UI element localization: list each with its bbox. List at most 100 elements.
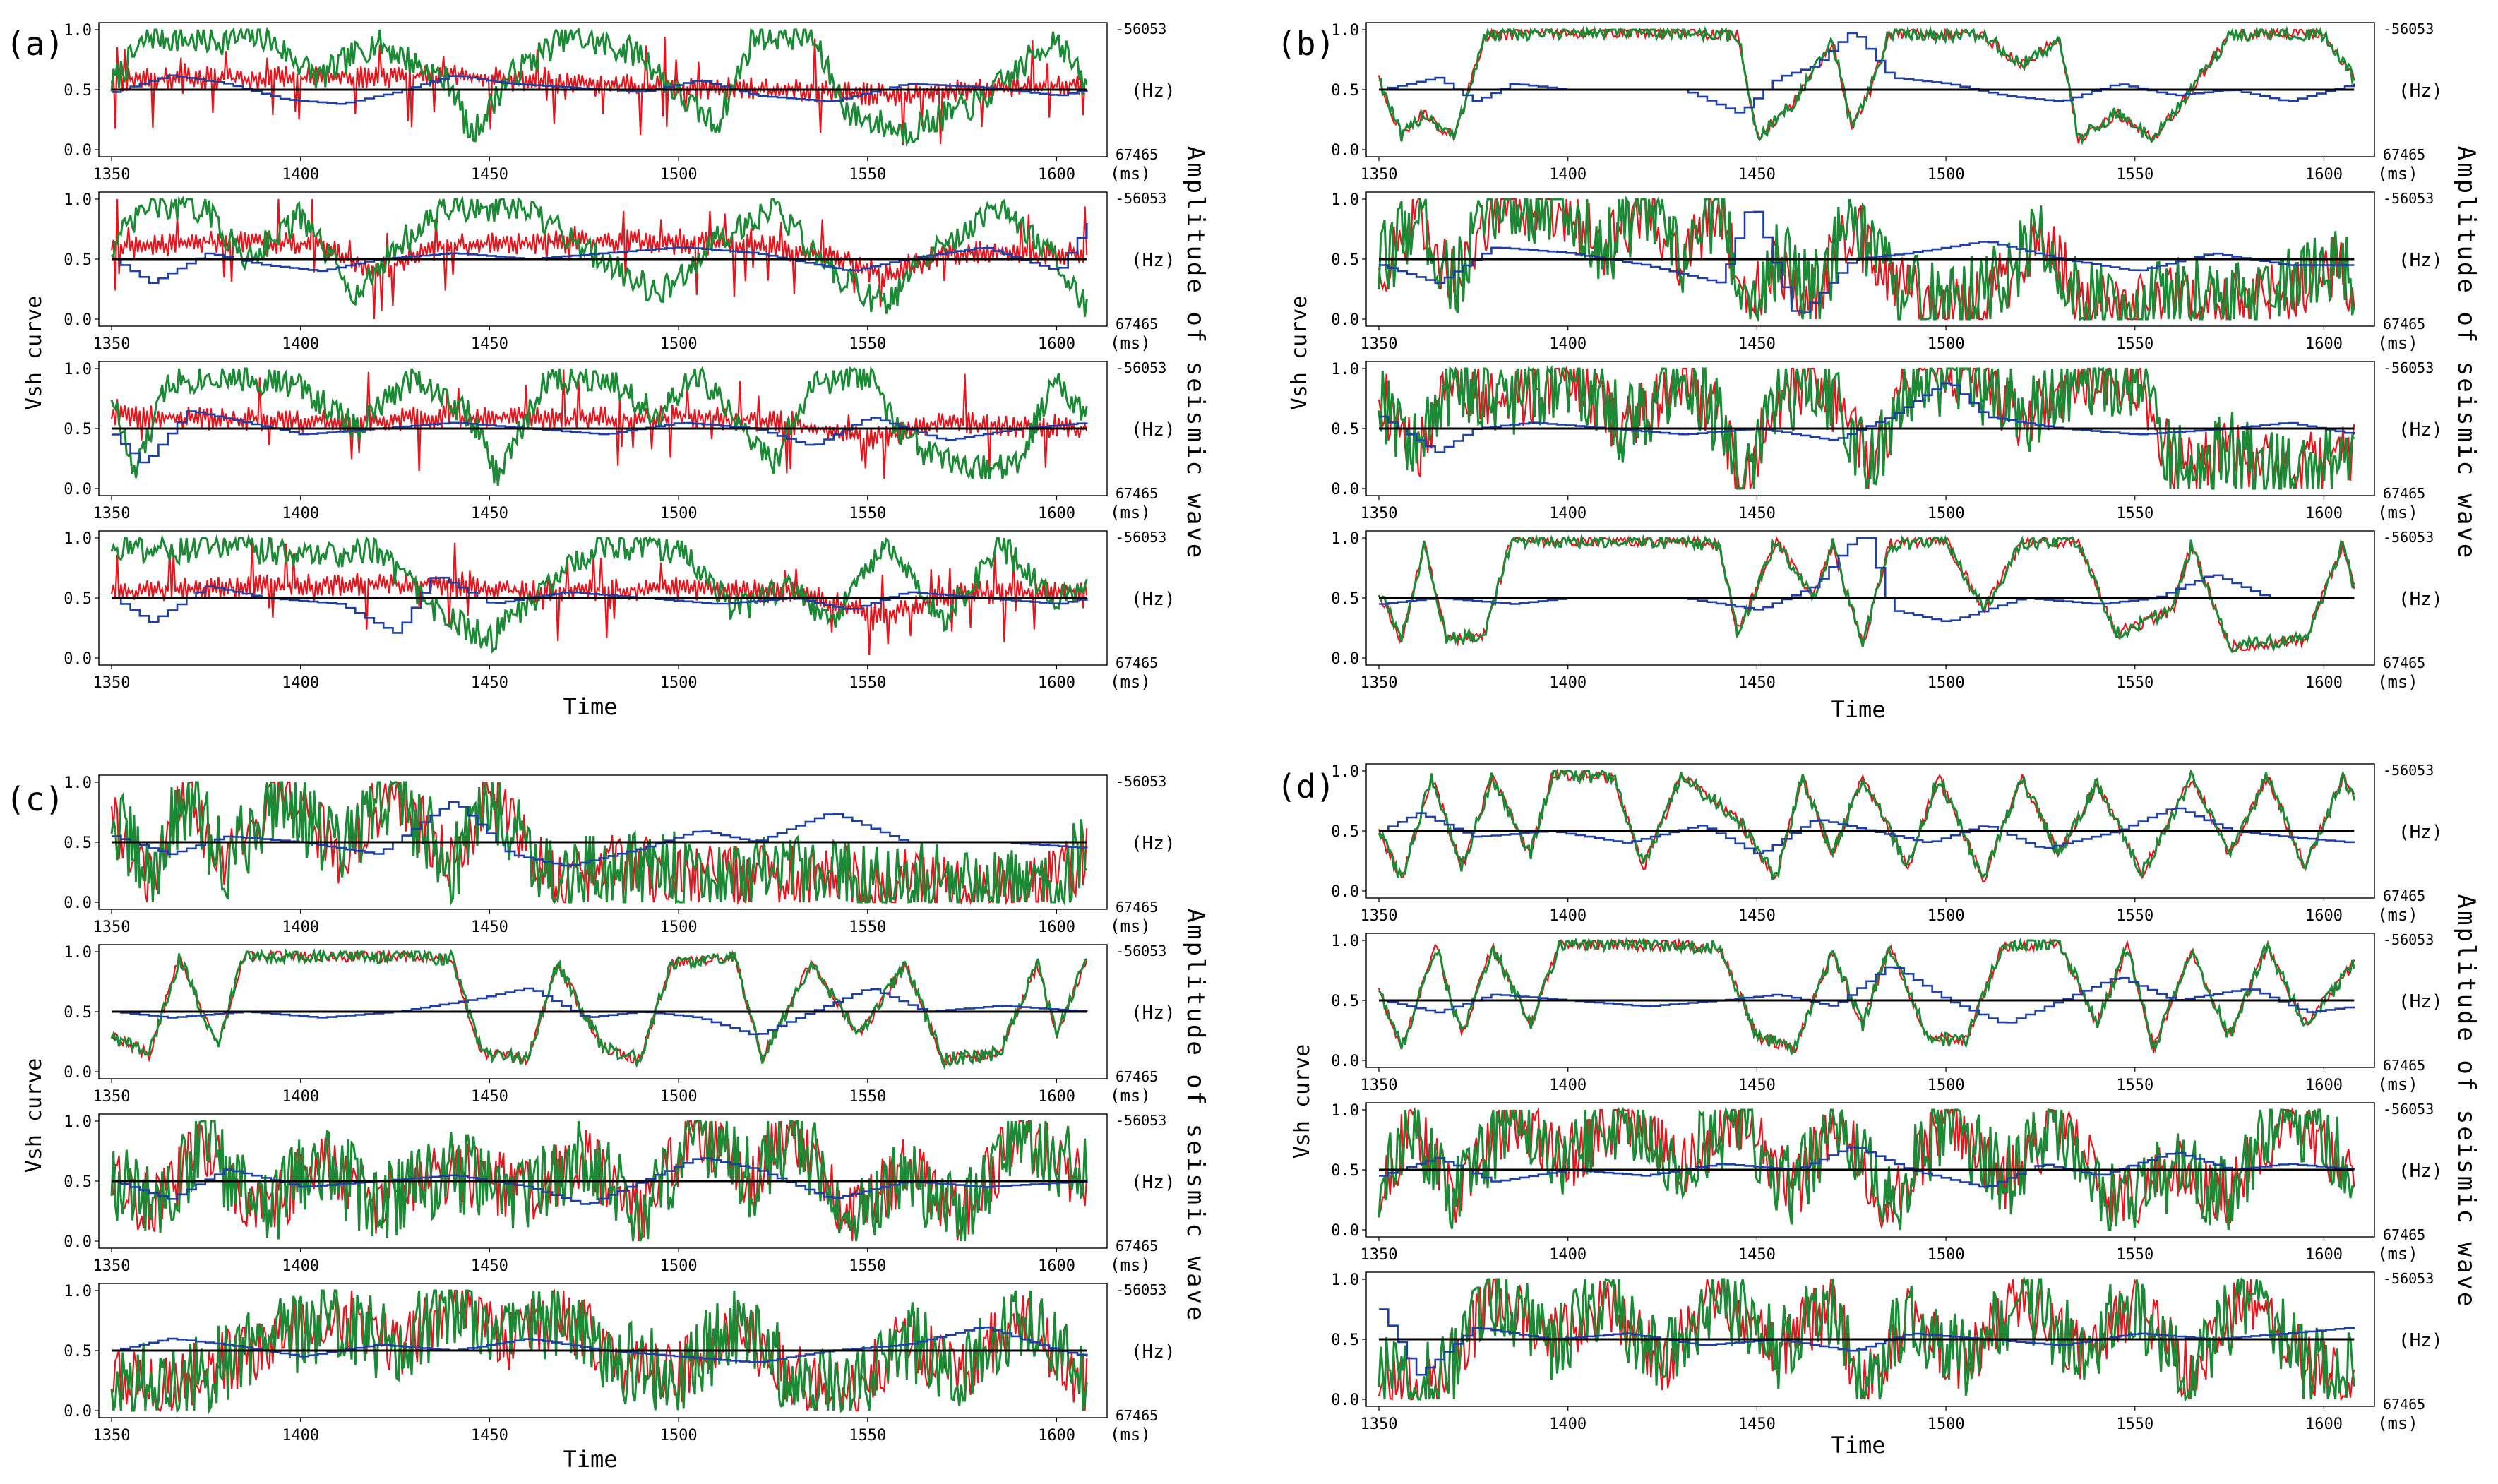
freq-unit-label: (Hz) <box>2398 250 2443 271</box>
x-unit-label: (ms) <box>1110 333 1151 353</box>
subplot-3: 0.0 0.5 1.0 1350 1400 1450 1500 1550 1600 (ms) -56… <box>1331 359 2442 522</box>
subplot-3: 0.0 0.5 1.0 1350 1400 1450 1500 1550 1600 (ms) -56… <box>64 359 1175 522</box>
freq-unit-label: (Hz) <box>2398 1330 2443 1351</box>
x-tick-label: 1350 <box>93 918 131 936</box>
x-tick-label: 1400 <box>282 1257 319 1275</box>
freq-min-label: 67465 <box>2383 146 2425 163</box>
subplot-4: 0.0 0.5 1.0 1350 1400 1450 1500 1550 1600 (ms) -56… <box>1331 1270 2442 1433</box>
panel-a: (a) Vsh curve Amplitude of seismic wave … <box>6 20 1209 720</box>
freq-max-label: -56053 <box>1116 943 1166 959</box>
x-tick-label: 1450 <box>471 1088 508 1106</box>
x-tick-label: 1450 <box>471 918 508 936</box>
x-axis-title: Time <box>1831 696 1885 723</box>
y-tick-label: 1.0 <box>1331 933 1359 950</box>
freq-max-label: -56053 <box>2383 931 2434 948</box>
x-tick-label: 1550 <box>849 505 886 522</box>
x-tick-label: 1500 <box>660 918 698 936</box>
freq-unit-label: (Hz) <box>1131 419 1176 441</box>
y-tick-label: 1.0 <box>64 530 92 548</box>
y-tick-label: 1.0 <box>1331 1271 1359 1289</box>
x-tick-label: 1500 <box>660 505 698 522</box>
freq-min-label: 67465 <box>2383 485 2425 502</box>
y-tick-label: 0.5 <box>64 1173 92 1191</box>
x-tick-label: 1500 <box>1928 674 1965 692</box>
freq-min-label: 67465 <box>1116 899 1158 916</box>
panel-label: (c) <box>6 780 64 818</box>
x-tick-label: 1600 <box>1038 918 1075 936</box>
x-tick-label: 1500 <box>660 674 698 692</box>
freq-max-label: -56053 <box>1116 1112 1166 1129</box>
x-tick-label: 1350 <box>1361 674 1398 692</box>
frequency-series <box>1379 966 2355 1024</box>
x-unit-label: (ms) <box>1110 916 1151 936</box>
y-tick-label: 1.0 <box>64 361 92 378</box>
x-unit-label: (ms) <box>2377 1244 2418 1264</box>
x-tick-label: 1400 <box>282 1088 319 1106</box>
freq-min-label: 67465 <box>1116 316 1158 333</box>
x-unit-label: (ms) <box>1110 672 1151 692</box>
x-tick-label: 1350 <box>1361 1416 1398 1433</box>
y-tick-label: 1.0 <box>1331 763 1359 781</box>
x-tick-label: 1350 <box>1361 907 1398 925</box>
subplot-1: 0.0 0.5 1.0 1350 1400 1450 1500 1550 1600 (ms) -56… <box>64 20 1175 184</box>
y-tick-label: 0.0 <box>64 481 92 498</box>
freq-unit-label: (Hz) <box>2398 80 2443 102</box>
right-axis-title: Amplitude of seismic wave <box>2452 894 2480 1309</box>
freq-unit-label: (Hz) <box>1131 80 1176 102</box>
subplot-2: 0.0 0.5 1.0 1350 1400 1450 1500 1550 1600 (ms) -56… <box>64 190 1175 353</box>
y-axis-title: Vsh curve <box>22 1058 47 1173</box>
x-tick-label: 1550 <box>2116 907 2153 925</box>
x-tick-label: 1550 <box>849 335 886 353</box>
y-tick-label: 0.0 <box>64 894 92 912</box>
y-tick-label: 0.0 <box>1331 481 1359 498</box>
amplitude-series <box>1378 1275 2355 1403</box>
subplot-4: 0.0 0.5 1.0 1350 1400 1450 1500 1550 1600 (ms) -56… <box>1331 529 2442 692</box>
x-tick-label: 1450 <box>1738 1077 1776 1094</box>
x-tick-label: 1550 <box>2116 1077 2153 1094</box>
amplitude-series <box>110 947 1087 1070</box>
x-axis-title: Time <box>563 1446 617 1473</box>
y-tick-label: 0.5 <box>64 834 92 852</box>
freq-max-label: -56053 <box>1116 190 1166 207</box>
x-tick-label: 1350 <box>93 1257 131 1275</box>
x-tick-label: 1500 <box>660 1427 698 1444</box>
x-tick-label: 1500 <box>660 335 698 353</box>
x-unit-label: (ms) <box>1110 1255 1151 1275</box>
freq-unit-label: (Hz) <box>1131 833 1176 854</box>
right-axis-title: Amplitude of seismic wave <box>1181 909 1209 1323</box>
y-tick-label: 0.5 <box>1331 251 1359 269</box>
x-tick-label: 1350 <box>93 674 131 692</box>
freq-unit-label: (Hz) <box>2398 1161 2443 1182</box>
vsh-series <box>1378 1106 2355 1230</box>
freq-max-label: -56053 <box>2383 762 2434 779</box>
y-tick-label: 1.0 <box>1331 530 1359 548</box>
y-tick-label: 0.5 <box>1331 82 1359 100</box>
subplot-3: 0.0 0.5 1.0 1350 1400 1450 1500 1550 1600 (ms) -56… <box>64 1112 1175 1275</box>
y-tick-label: 1.0 <box>1331 361 1359 378</box>
x-tick-label: 1350 <box>1361 505 1398 522</box>
frequency-series <box>1379 382 2355 453</box>
panel-d: (d) Vsh curve Amplitude of seismic wave … <box>1277 762 2480 1459</box>
panel-c: (c) Vsh curve Amplitude of seismic wave … <box>6 773 1209 1473</box>
y-tick-label: 0.0 <box>64 142 92 160</box>
x-tick-label: 1550 <box>2116 1416 2153 1433</box>
x-tick-label: 1600 <box>2305 335 2343 353</box>
frequency-series <box>1379 32 2355 114</box>
x-tick-label: 1450 <box>471 674 508 692</box>
y-tick-label: 1.0 <box>64 22 92 40</box>
x-tick-label: 1600 <box>2305 505 2343 522</box>
freq-min-label: 67465 <box>1116 146 1158 163</box>
x-tick-label: 1550 <box>849 674 886 692</box>
x-tick-label: 1550 <box>2116 674 2153 692</box>
y-tick-label: 1.0 <box>64 774 92 792</box>
freq-min-label: 67465 <box>2383 316 2425 333</box>
subplot-4: 0.0 0.5 1.0 1350 1400 1450 1500 1550 1600 (ms) -56… <box>64 1281 1175 1444</box>
x-tick-label: 1600 <box>1038 1088 1075 1106</box>
x-tick-label: 1600 <box>1038 166 1075 184</box>
y-tick-label: 0.0 <box>64 1064 92 1082</box>
vsh-series <box>110 781 1088 906</box>
freq-unit-label: (Hz) <box>1131 1003 1176 1024</box>
x-tick-label: 1400 <box>1549 166 1586 184</box>
